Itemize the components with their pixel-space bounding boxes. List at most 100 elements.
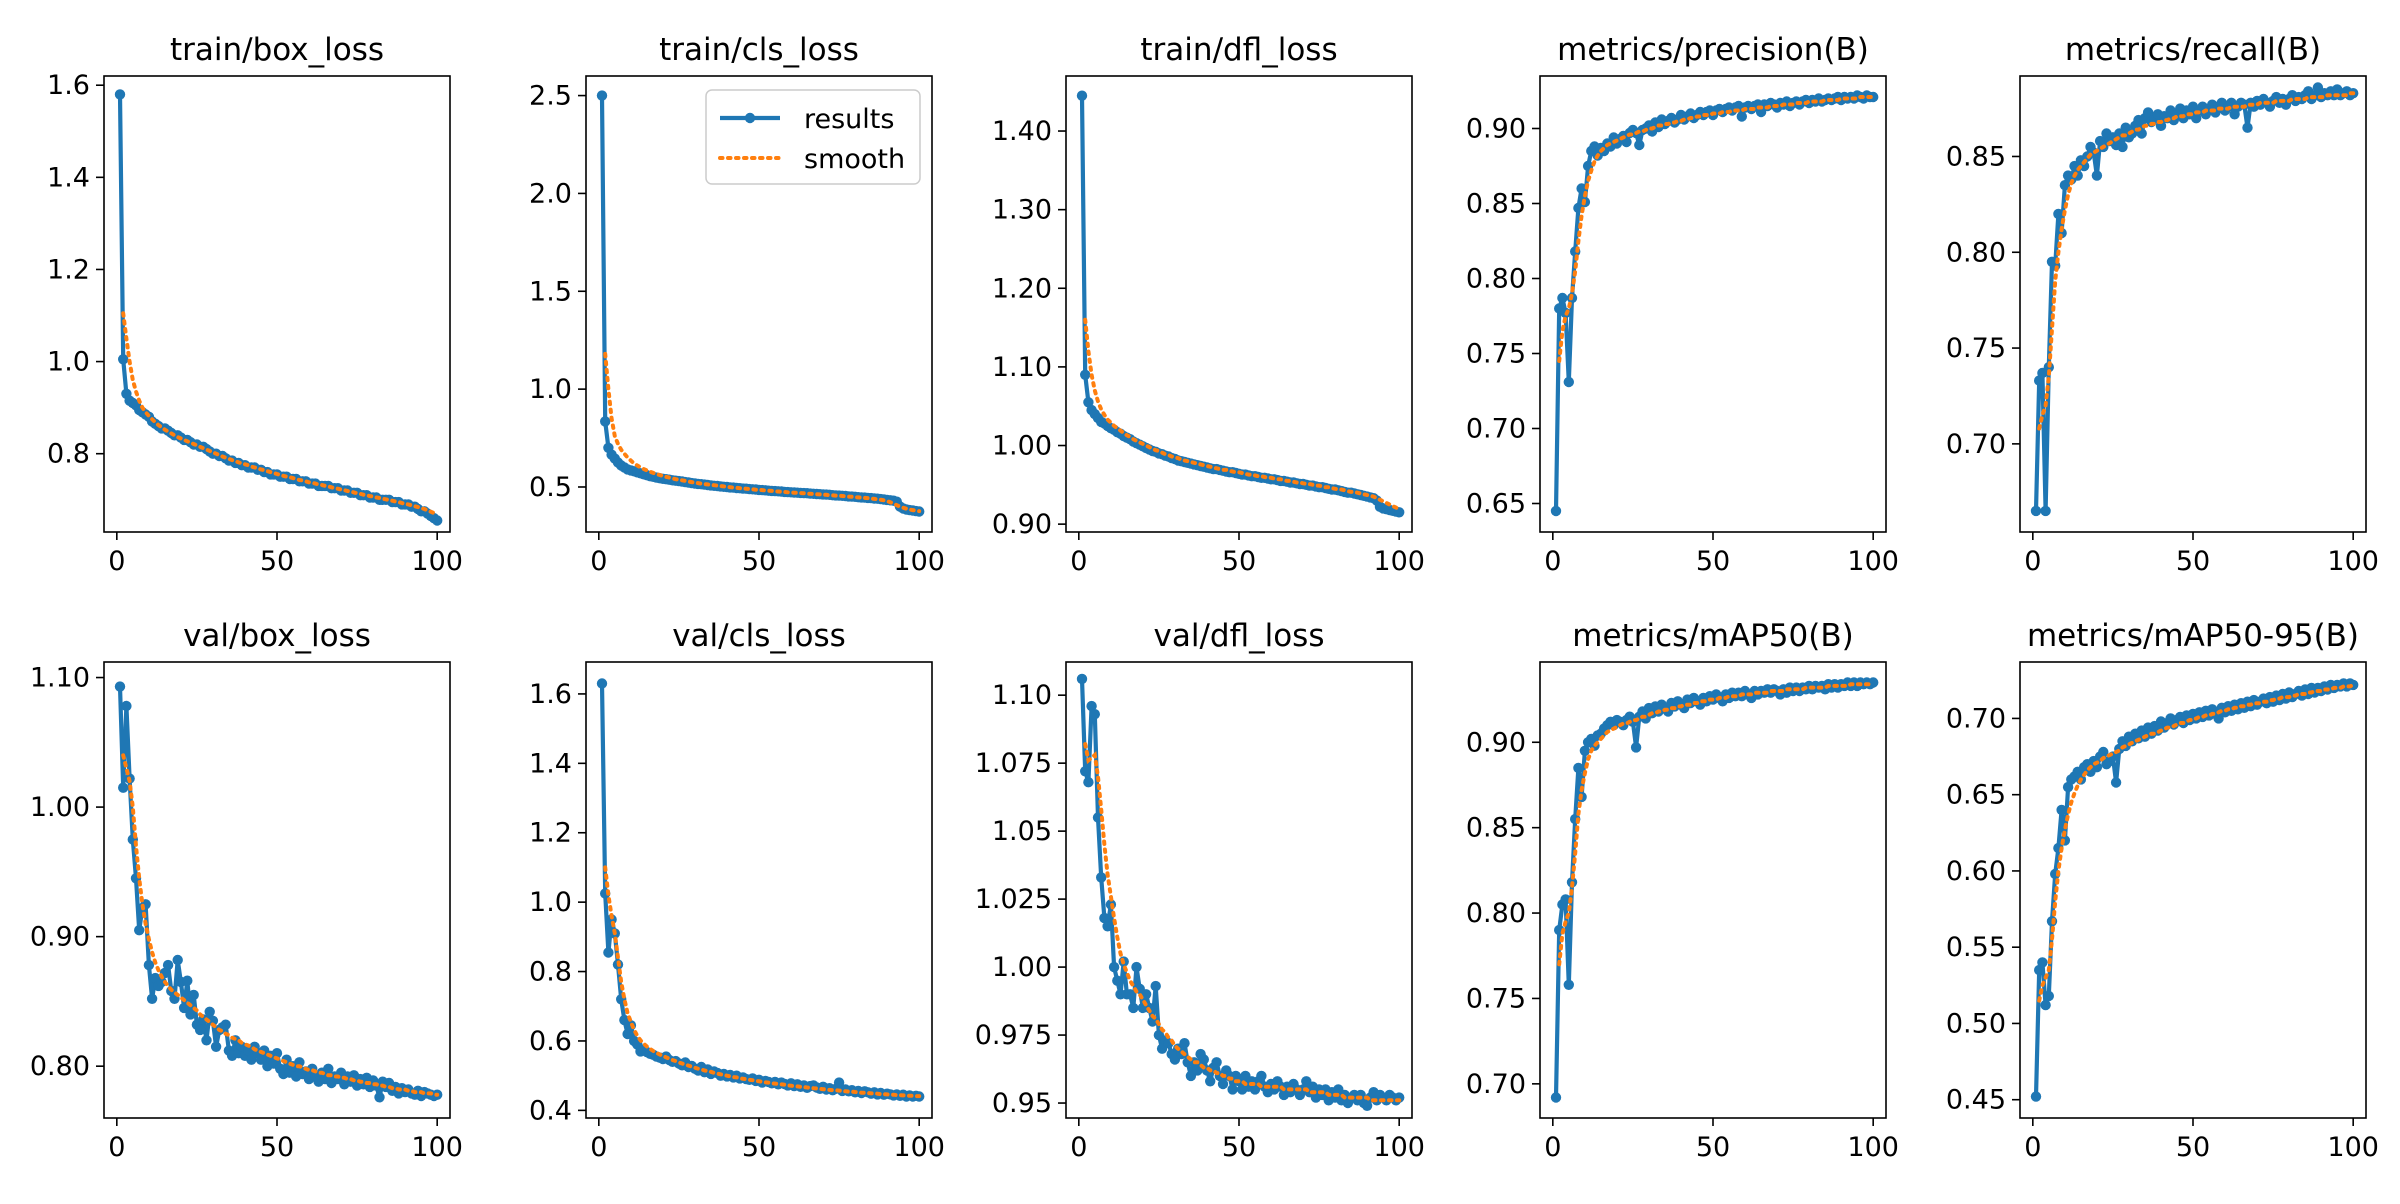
data-point [1080,369,1091,380]
legend-box [705,89,921,185]
series-results-line [1079,678,1401,1108]
y-tick-label: 0.45 [1946,1085,2006,1116]
series-results-markers [596,678,925,1102]
x-tick-label: 100 [893,1132,945,1163]
data-point [2030,1091,2042,1102]
subplot-train-dfl-loss: train/dfl_loss 0 50 100 0.90 1.00 1.10 1.20 1.30… [992,32,1425,577]
x-tick-label: 0 [108,1132,125,1163]
data-point [1205,1076,1216,1087]
subplot-title: metrics/precision(B) [1557,32,1869,68]
subplot-title: val/cls_loss [672,618,846,654]
y-tick-label: 0.55 [1946,932,2006,963]
axes-frame [103,75,451,533]
x-tick-label: 50 [260,546,294,577]
data-point [2037,957,2048,968]
y-tick-label: 0.4 [529,1095,572,1126]
subplot-train-cls-loss: train/cls_loss 0 50 100 0.5 1.0 1.5 2.0 2.5 resul… [529,32,945,577]
data-point [1211,1057,1222,1068]
data-point [182,975,193,986]
data-point [1076,90,1088,101]
x-tick-label: 100 [2327,546,2379,577]
data-point [1150,980,1161,992]
data-point [2242,122,2253,133]
y-tick-label: 1.4 [529,748,572,779]
series-results-markers [114,681,443,1103]
y-tick-label: 0.75 [1946,333,2006,364]
axes-frame [2019,75,2367,533]
series-results-markers [1076,673,1405,1112]
legend-label-results: results [804,104,894,135]
data-point [1076,673,1088,685]
legend-label-smooth: smooth [804,144,905,175]
series-results-line [117,686,438,1100]
data-point [1140,989,1152,1000]
data-point [1579,745,1591,756]
data-point [1550,505,1562,517]
y-tick-label: 0.85 [1466,189,1526,220]
x-tick-label: 50 [742,1132,776,1163]
data-point [1198,1054,1210,1065]
x-tick-label: 0 [108,546,125,577]
x-tick-label: 100 [1373,546,1425,577]
y-tick-label: 0.80 [30,1051,90,1082]
subplot-metrics-map50-95-b-: metrics/mAP50-95(B) 0 50 100 0.45 0.50 0.55 0.6… [1946,618,2379,1163]
legend: results smooth [705,89,921,185]
data-point [118,782,129,793]
data-point [114,681,126,692]
series-results-line [1079,95,1400,515]
y-tick-label: 0.70 [1946,429,2006,460]
data-point [207,1015,219,1026]
data-point [156,976,167,988]
y-tick-label: 0.90 [1466,727,1526,758]
data-point [1573,762,1584,774]
series-results-line [1553,680,1875,1098]
data-point [201,1035,212,1046]
y-tick-label: 0.70 [1466,1069,1526,1100]
data-point [1550,1092,1562,1103]
data-point [220,1019,231,1030]
x-tick-label: 100 [411,546,463,577]
data-point [178,1002,190,1014]
data-point [2091,170,2103,181]
series-smooth-line [1083,742,1402,1103]
y-tick-label: 0.90 [30,922,90,953]
data-point [1128,1002,1139,1014]
data-point [2030,505,2042,517]
data-point [1630,742,1642,753]
series-results-markers [2030,82,2359,517]
data-point [1124,989,1136,1000]
y-tick-label: 0.60 [1946,856,2006,887]
data-point [603,947,614,958]
data-point [374,1092,385,1103]
series-results-markers [1076,90,1405,518]
series-smooth-line [1083,317,1402,512]
subplot-title: val/box_loss [183,618,371,654]
subplot-metrics-precision-b-: metrics/precision(B) 0 50 100 0.65 0.70 0.75 0.… [1466,32,1899,577]
x-tick-label: 0 [2024,546,2041,577]
data-point [1080,766,1091,777]
axes-frame [1539,661,1887,1119]
data-point [1089,709,1101,720]
y-tick-label: 2.5 [529,81,572,112]
x-tick-label: 50 [2176,1132,2210,1163]
y-tick-label: 0.80 [1946,237,2006,268]
y-tick-label: 0.75 [1466,339,1526,370]
data-point [1192,1065,1203,1076]
series-smooth-line [603,351,922,514]
data-point [1736,111,1748,122]
x-tick-label: 50 [260,1132,294,1163]
y-tick-label: 1.10 [992,680,1052,711]
data-point [1102,921,1113,932]
y-tick-label: 1.10 [30,663,90,694]
series-smooth-line [121,311,440,517]
data-point [1361,1100,1373,1112]
data-point [1249,1084,1261,1095]
subplot-val-box-loss: val/box_loss 0 50 100 0.80 0.90 1.00 1.10 [30,618,463,1163]
x-tick-label: 100 [1847,1132,1899,1163]
y-tick-label: 0.975 [975,1020,1052,1051]
y-tick-label: 0.8 [47,439,90,470]
y-tick-label: 2.0 [529,178,572,209]
data-point [1179,1038,1190,1049]
data-point [1086,700,1097,712]
